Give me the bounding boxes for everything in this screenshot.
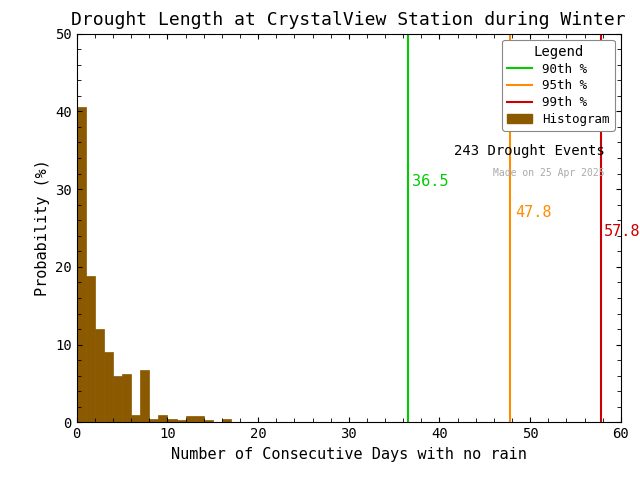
Bar: [186, 416, 195, 422]
Bar: [122, 374, 131, 422]
Text: Made on 25 Apr 2025: Made on 25 Apr 2025: [493, 168, 604, 178]
Title: Drought Length at CrystalView Station during Winter: Drought Length at CrystalView Station du…: [72, 11, 626, 29]
Bar: [222, 420, 231, 422]
Bar: [149, 419, 158, 422]
Bar: [77, 108, 86, 422]
Bar: [612, 421, 621, 422]
X-axis label: Number of Consecutive Days with no rain: Number of Consecutive Days with no rain: [171, 447, 527, 462]
Bar: [104, 352, 113, 422]
Legend: 90th %, 95th %, 99th %, Histogram: 90th %, 95th %, 99th %, Histogram: [502, 40, 614, 131]
Bar: [177, 420, 186, 422]
Bar: [95, 329, 104, 422]
Bar: [113, 376, 122, 422]
Text: 47.8: 47.8: [515, 205, 551, 220]
Bar: [204, 420, 212, 422]
Text: 36.5: 36.5: [412, 174, 449, 189]
Bar: [158, 415, 168, 422]
Text: 243 Drought Events: 243 Drought Events: [454, 144, 604, 158]
Bar: [86, 276, 95, 422]
Text: 57.8: 57.8: [604, 224, 640, 240]
Bar: [131, 415, 140, 422]
Bar: [195, 416, 204, 422]
Bar: [140, 370, 149, 422]
Y-axis label: Probability (%): Probability (%): [35, 159, 50, 297]
Bar: [168, 419, 177, 422]
